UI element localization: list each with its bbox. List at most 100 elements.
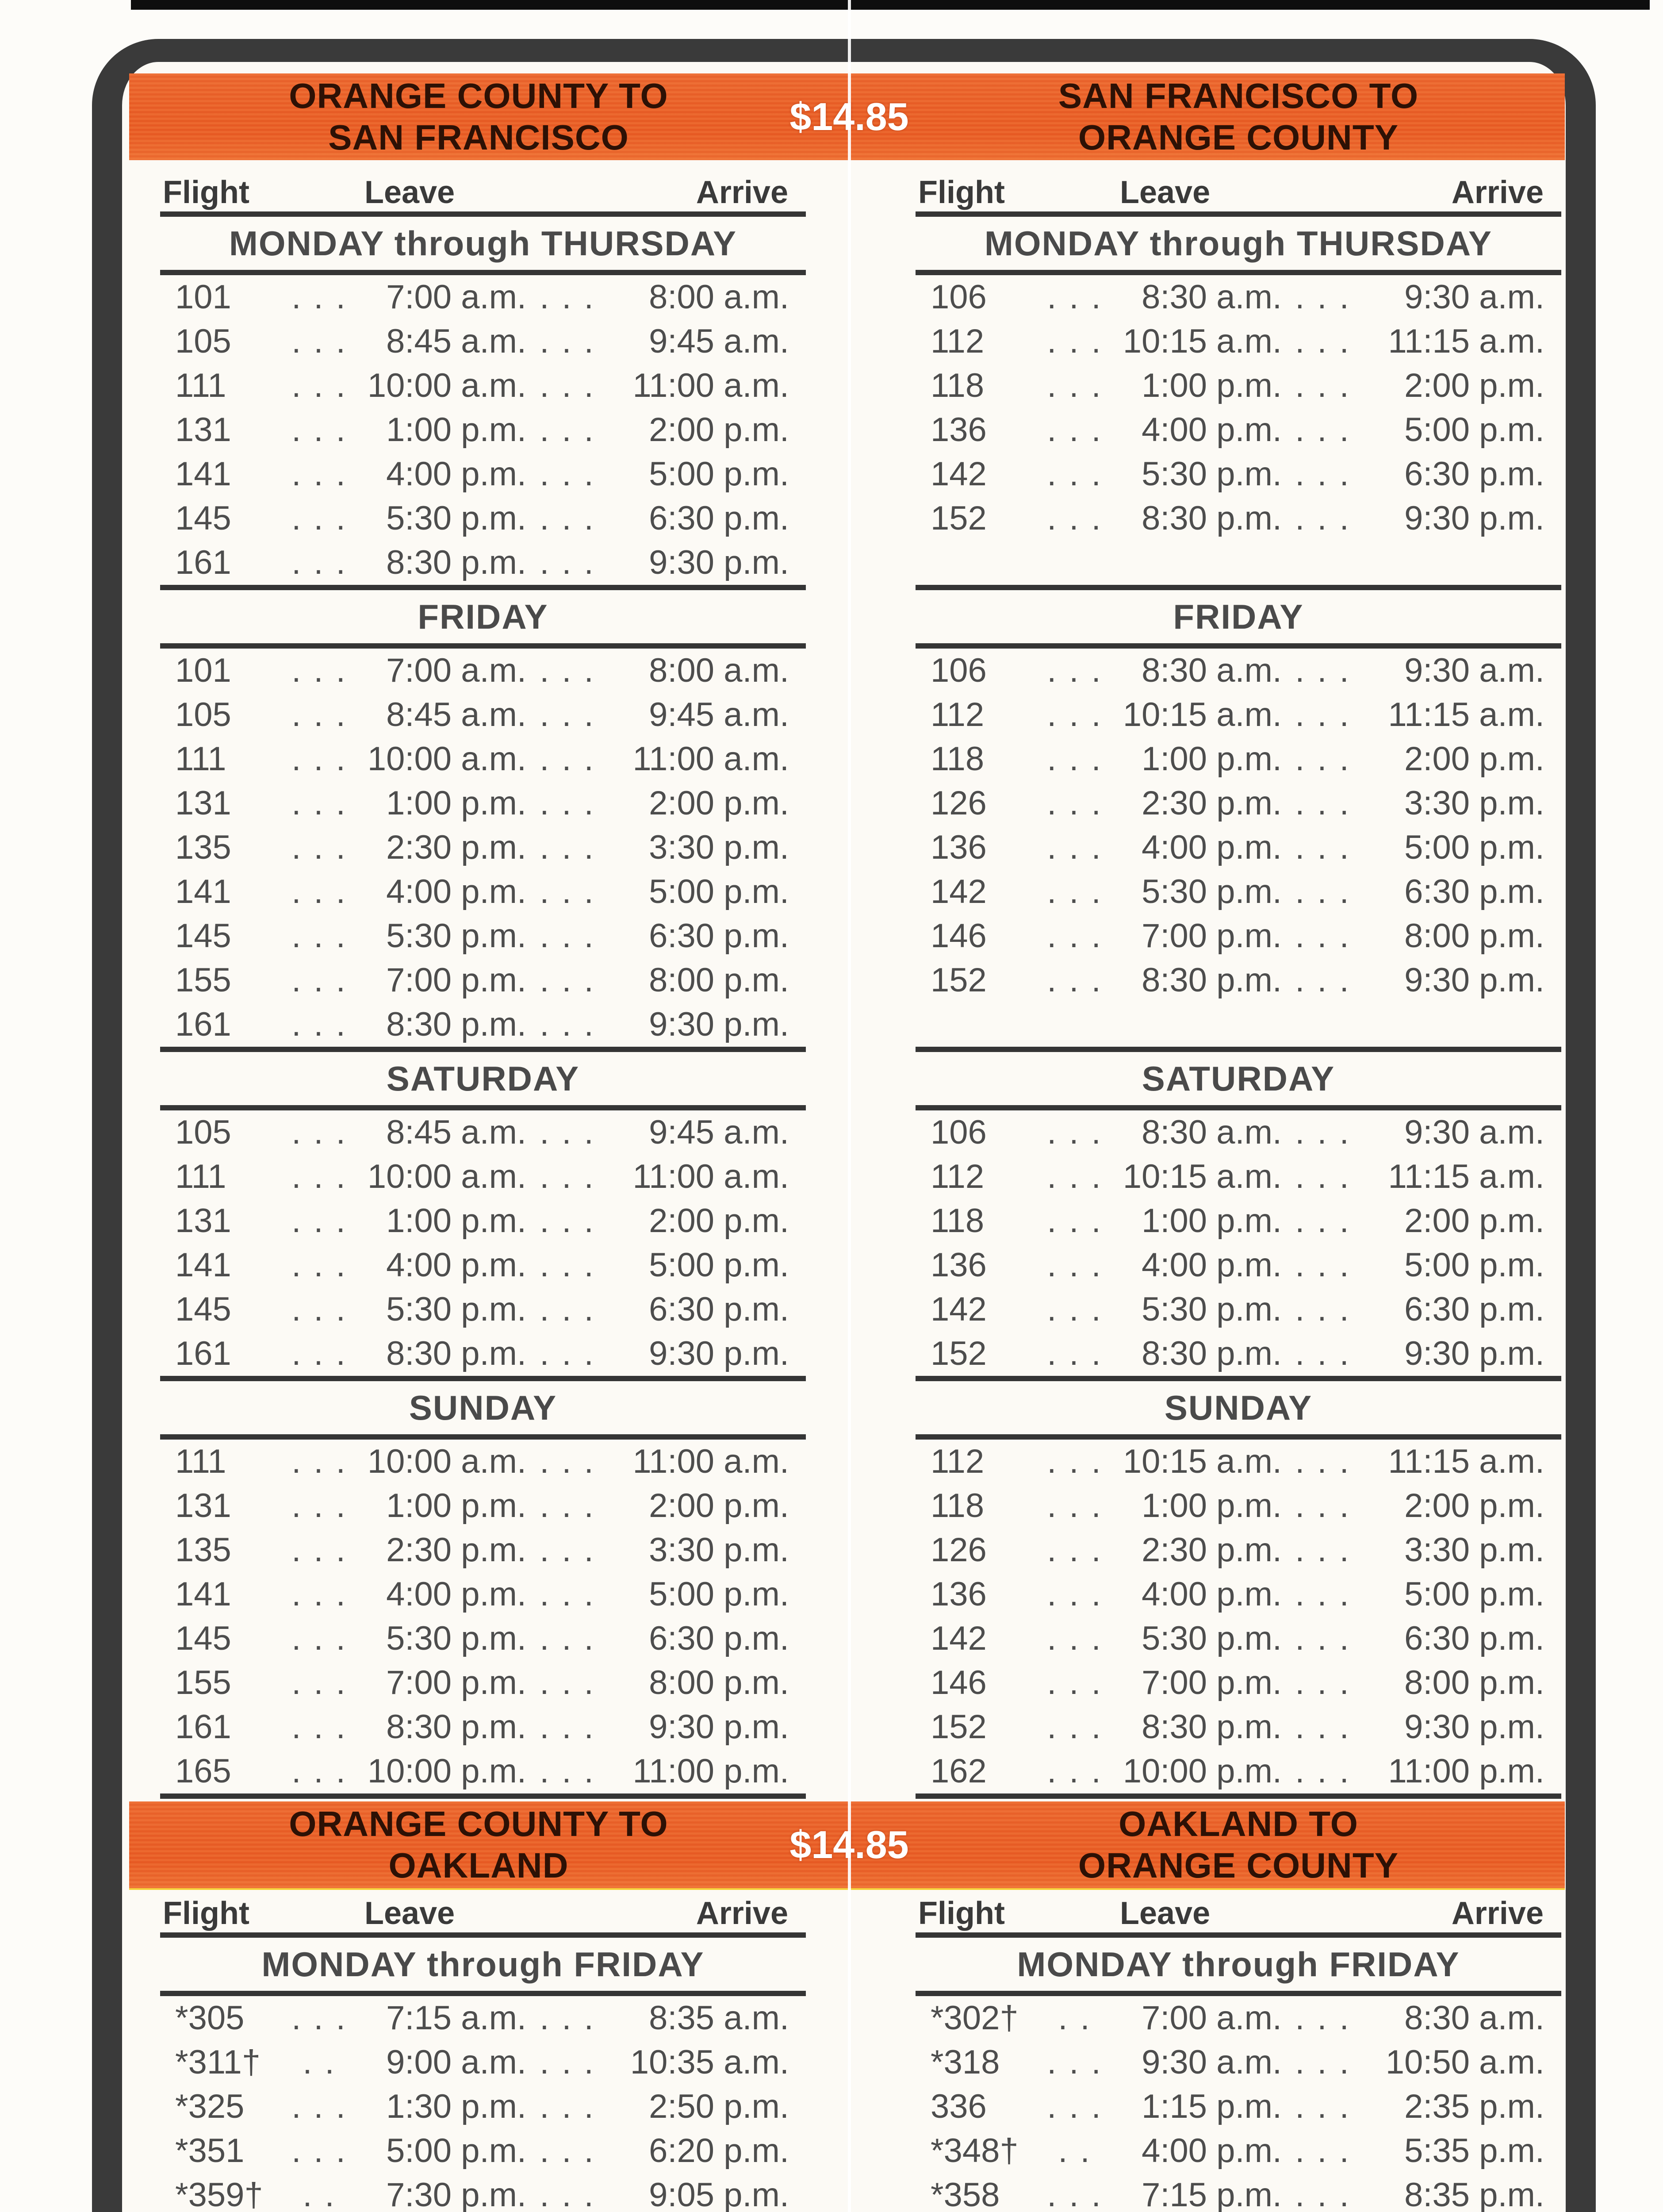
- flight-row: *351 . . . 5:00 p.m. . . . 6:20 p.m.: [160, 2129, 806, 2173]
- flight-number-cell: 336: [931, 2088, 987, 2125]
- flight-row: *325 . . . 1:30 p.m. . . . 2:50 p.m.: [160, 2085, 806, 2129]
- leader-dots: . . .: [291, 1575, 347, 1613]
- arrive-time-cell: 11:00 a.m.: [632, 1158, 789, 1195]
- header-divider: [916, 211, 1561, 217]
- arrive-time-cell: 9:30 a.m.: [1404, 278, 1544, 316]
- leader-dots: . . .: [1047, 1158, 1103, 1195]
- flight-number-cell: *359†: [175, 2176, 263, 2212]
- flight-row: 336 . . . 1:15 p.m. . . . 2:35 p.m.: [916, 2085, 1561, 2129]
- timetable-rows: 111 . . . 10:00 a.m. . . . 11:00 a.m. 131 . . …: [160, 1440, 806, 1793]
- day-section-title: SUNDAY: [1164, 1388, 1313, 1427]
- leave-time-cell: 1:15 p.m.: [1142, 2088, 1282, 2125]
- leader-dots: . . .: [1295, 1114, 1351, 1151]
- leader-dots: . . .: [540, 1443, 595, 1480]
- leave-time-cell: 7:30 p.m.: [386, 2176, 526, 2212]
- leader-dots: . . .: [1047, 784, 1103, 822]
- leader-dots: . . .: [540, 411, 595, 449]
- flight-row: 135 . . . 2:30 p.m. . . . 3:30 p.m.: [160, 1528, 806, 1572]
- leave-time-cell: 8:30 p.m.: [386, 1006, 526, 1043]
- column-header-arrive: Arrive: [696, 1896, 788, 1931]
- leader-dots: . . .: [540, 2043, 595, 2081]
- leave-time-cell: 8:30 a.m.: [1142, 652, 1282, 689]
- flight-row: 111 . . . 10:00 a.m. . . . 11:00 a.m.: [160, 364, 806, 408]
- leader-dots: . . .: [540, 652, 595, 689]
- center-fold-line: [848, 0, 851, 2212]
- flight-row: 118 . . . 1:00 p.m. . . . 2:00 p.m.: [916, 1484, 1561, 1528]
- arrive-time-cell: 6:30 p.m.: [649, 499, 789, 537]
- arrive-time-cell: 8:35 a.m.: [649, 1999, 789, 2037]
- flight-number-cell: 112: [931, 323, 985, 360]
- leader-dots: . . .: [1047, 1752, 1103, 1790]
- leave-time-cell: 4:00 p.m.: [386, 1246, 526, 1284]
- route-title-line: OAKLAND TO: [1119, 1804, 1358, 1843]
- flight-number-cell: 126: [931, 784, 987, 822]
- arrive-time-cell: 8:00 p.m.: [1404, 1664, 1544, 1701]
- flight-number-cell: 101: [175, 652, 231, 689]
- flight-row: 145 . . . 5:30 p.m. . . . 6:30 p.m.: [160, 1617, 806, 1661]
- leader-dots: . .: [303, 2176, 336, 2212]
- arrive-time-cell: 6:30 p.m.: [1404, 873, 1544, 910]
- leave-time-cell: 10:00 a.m.: [367, 1158, 526, 1195]
- flight-row: 141 . . . 4:00 p.m. . . . 5:00 p.m.: [160, 452, 806, 496]
- arrive-time-cell: 11:15 a.m.: [1388, 1443, 1544, 1480]
- leave-time-cell: 2:30 p.m.: [1142, 1531, 1282, 1569]
- flight-number-cell: 105: [175, 696, 231, 733]
- leader-dots: . . .: [291, 1531, 347, 1569]
- leave-time-cell: 8:45 a.m.: [386, 696, 526, 733]
- flight-row: 118 . . . 1:00 p.m. . . . 2:00 p.m.: [916, 737, 1561, 781]
- timetable-rows: 105. . . 8:45 a.m.. . . 9:45 a.m. 111. . .1…: [160, 1110, 806, 1376]
- arrive-time-cell: 8:35 p.m.: [1404, 2176, 1544, 2212]
- arrive-time-cell: 5:00 p.m.: [649, 1246, 789, 1284]
- leader-dots: . . .: [1047, 1575, 1103, 1613]
- leave-time-cell: 9:30 a.m.: [1142, 2043, 1282, 2081]
- route-banner-bottom: ORANGE COUNTY TO OAKLAND $14.85 OAKLAND …: [129, 1801, 1565, 1888]
- flight-number-cell: 162: [931, 1752, 987, 1790]
- leader-dots: . . .: [1047, 1335, 1103, 1372]
- section-divider: [160, 643, 806, 649]
- leave-time-cell: 7:00 p.m.: [1142, 917, 1282, 955]
- leader-dots: . . .: [540, 2176, 595, 2212]
- leave-time-cell: 5:30 p.m.: [386, 917, 526, 955]
- section-divider: [160, 1793, 806, 1799]
- arrive-time-cell: 2:00 p.m.: [649, 784, 789, 822]
- leader-dots: . . .: [1047, 829, 1103, 866]
- leave-time-cell: 10:15 a.m.: [1123, 1443, 1282, 1480]
- day-section-title: SATURDAY: [386, 1059, 580, 1098]
- leader-dots: . . .: [291, 696, 347, 733]
- leader-dots: . . .: [1295, 367, 1351, 404]
- leave-time-cell: 8:30 p.m.: [1142, 1708, 1282, 1746]
- timetable-rows: 101 . . . 7:00 a.m. . . . 8:00 a.m. 105 . . . 8…: [160, 649, 806, 1047]
- flight-number-cell: 141: [175, 1575, 231, 1613]
- leader-dots: . . .: [1295, 1290, 1351, 1328]
- leave-time-cell: 7:00 a.m.: [386, 278, 526, 316]
- leader-dots: . . .: [291, 367, 347, 404]
- arrive-time-cell: 5:00 p.m.: [1404, 829, 1544, 866]
- column-header-arrive: Arrive: [1451, 1896, 1544, 1931]
- flight-row: 145 . . . 5:30 p.m. . . . 6:30 p.m.: [160, 1287, 806, 1332]
- leave-time-cell: 7:00 p.m.: [1142, 1664, 1282, 1701]
- section-divider: [160, 1047, 806, 1052]
- leave-time-cell: 1:30 p.m.: [386, 2088, 526, 2125]
- leader-dots: . . .: [291, 1202, 347, 1240]
- leader-dots: . . .: [1295, 1531, 1351, 1569]
- column-header-flight: Flight: [918, 1896, 1005, 1931]
- arrive-time-cell: 9:30 p.m.: [649, 1335, 789, 1372]
- leader-dots: . . .: [291, 1664, 347, 1701]
- leave-time-cell: 4:00 p.m.: [1142, 1246, 1282, 1284]
- leader-dots: . . .: [291, 2088, 347, 2125]
- flight-row: 142 . . . 5:30 p.m. . . . 6:30 p.m.: [916, 1617, 1561, 1661]
- column-header-leave: Leave: [364, 175, 455, 210]
- leader-dots: . . .: [540, 1531, 595, 1569]
- day-section-title: MONDAY through FRIDAY: [1017, 1945, 1460, 1984]
- column-headers: Flight Leave Arrive: [916, 1894, 1561, 1932]
- flight-row: 152 . . . 8:30 p.m. . . . 9:30 p.m.: [916, 496, 1561, 541]
- leader-dots: . . .: [1295, 1708, 1351, 1746]
- arrive-time-cell: 6:20 p.m.: [649, 2132, 789, 2170]
- leave-time-cell: 5:30 p.m.: [386, 1620, 526, 1657]
- column-header-leave: Leave: [1120, 1896, 1211, 1931]
- leader-dots: . . .: [540, 1290, 595, 1328]
- leave-time-cell: 8:45 a.m.: [386, 323, 526, 360]
- flight-number-cell: 118: [931, 1487, 985, 1525]
- leader-dots: . . .: [540, 829, 595, 866]
- leader-dots: . . .: [1047, 1114, 1103, 1151]
